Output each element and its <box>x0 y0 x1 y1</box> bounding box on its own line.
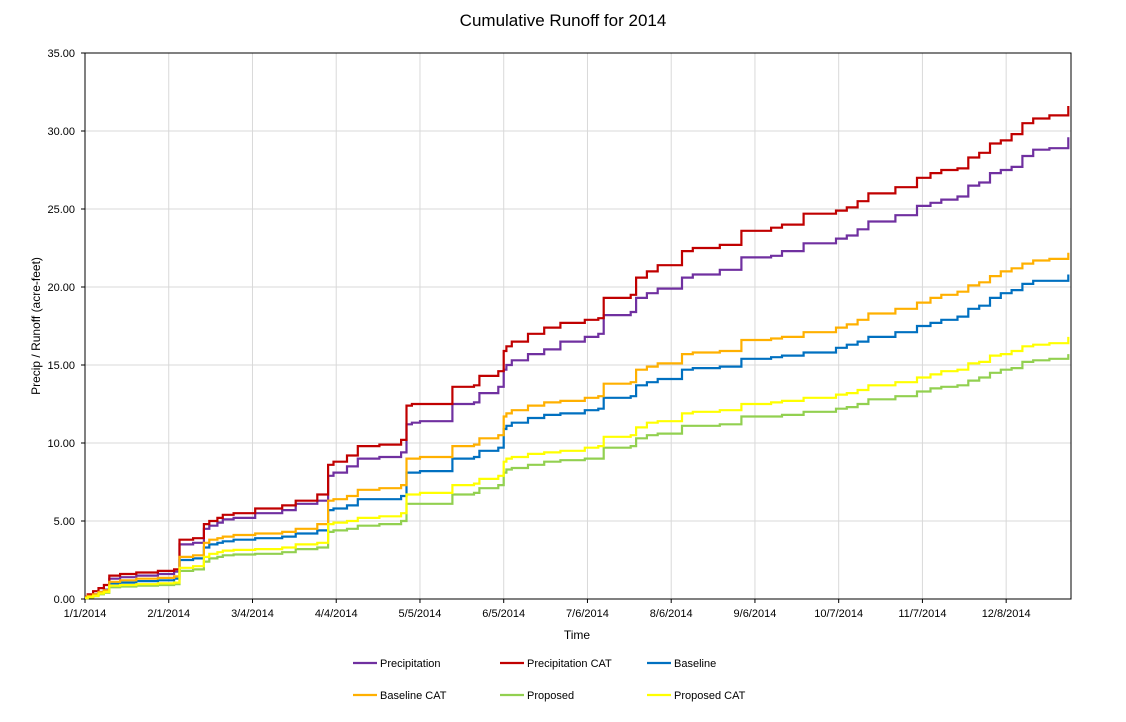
y-tick-label: 5.00 <box>54 516 75 528</box>
x-tick-label: 1/1/2014 <box>64 608 107 620</box>
y-tick-label: 15.00 <box>47 360 75 372</box>
x-tick-label: 6/5/2014 <box>482 608 525 620</box>
x-tick-label: 9/6/2014 <box>734 608 777 620</box>
series-line-proposed <box>85 354 1070 600</box>
x-tick-label: 7/6/2014 <box>566 608 609 620</box>
y-tick-label: 35.00 <box>47 48 75 60</box>
x-tick-label: 4/4/2014 <box>315 608 358 620</box>
plot-area <box>84 52 1072 600</box>
y-tick-label: 0.00 <box>54 594 75 606</box>
series-line-proposed-cat <box>85 336 1070 600</box>
y-tick-label: 30.00 <box>47 126 75 138</box>
legend-label: Precipitation <box>380 658 441 670</box>
x-axis-label: Time <box>564 628 591 642</box>
gridlines <box>84 52 1071 600</box>
x-tick-label: 8/6/2014 <box>650 608 693 620</box>
legend-label: Precipitation CAT <box>527 658 612 670</box>
y-axis-label: Precip / Runoff (acre-feet) <box>29 257 43 395</box>
legend-item-precipitation-cat: Precipitation CAT <box>500 658 612 670</box>
legend-item-baseline: Baseline <box>647 658 716 670</box>
series-line-baseline-cat <box>85 252 1070 599</box>
x-tick-label: 10/7/2014 <box>814 608 863 620</box>
series-line-precipitation-cat <box>85 106 1070 598</box>
x-tick-label: 3/4/2014 <box>231 608 274 620</box>
x-axis-ticks: 1/1/2014 2/1/2014 3/4/2014 4/4/2014 5/5/2014… <box>64 599 1031 620</box>
legend-item-precipitation: Precipitation <box>353 658 441 670</box>
x-tick-label: 5/5/2014 <box>399 608 442 620</box>
legend-label: Baseline <box>674 658 716 670</box>
y-tick-label: 25.00 <box>47 204 75 216</box>
x-tick-label: 2/1/2014 <box>147 608 190 620</box>
legend-item-proposed-cat: Proposed CAT <box>647 690 746 702</box>
chart-title: Cumulative Runoff for 2014 <box>460 11 667 30</box>
x-tick-label: 12/8/2014 <box>982 608 1031 620</box>
legend: Precipitation Precipitation CAT Baseline Ba… <box>353 658 746 702</box>
y-tick-label: 10.00 <box>47 438 75 450</box>
y-tick-label: 20.00 <box>47 282 75 294</box>
legend-item-baseline-cat: Baseline CAT <box>353 690 447 702</box>
legend-label: Proposed CAT <box>674 690 746 702</box>
legend-item-proposed: Proposed <box>500 690 574 702</box>
legend-label: Proposed <box>527 690 574 702</box>
y-axis-ticks: 0.00 5.00 10.00 15.00 20.00 25.00 30.00 35.00 <box>47 48 85 606</box>
series-line-precipitation <box>85 137 1070 599</box>
legend-label: Baseline CAT <box>380 690 447 702</box>
series-layer <box>85 106 1070 600</box>
x-tick-label: 11/7/2014 <box>898 608 946 620</box>
